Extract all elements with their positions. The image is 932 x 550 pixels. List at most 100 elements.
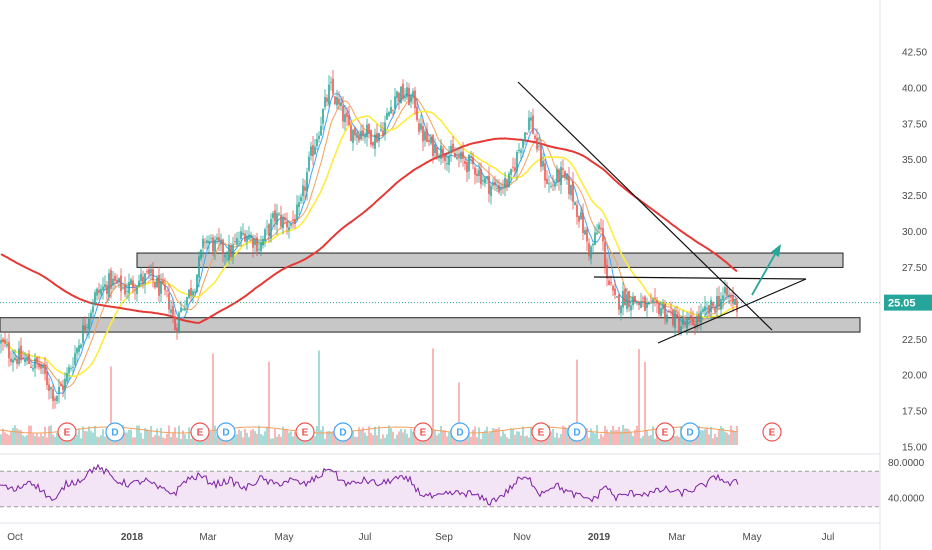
volume-bar <box>288 432 290 445</box>
ma-long-line <box>0 137 738 324</box>
triangle-bottom-line[interactable] <box>657 278 807 344</box>
candle-up <box>696 316 698 328</box>
volume-bar <box>88 426 90 445</box>
candle-up <box>56 395 58 402</box>
volume-bar <box>286 428 288 445</box>
earnings-marker[interactable]: E <box>413 422 433 442</box>
volume-bar <box>402 432 404 445</box>
volume-bar <box>236 434 238 445</box>
candle-up <box>178 312 180 333</box>
volume-bar <box>646 429 648 445</box>
dividend-icon <box>567 422 587 442</box>
volume-bar <box>280 436 282 445</box>
volume-bar <box>698 425 700 445</box>
candle-up <box>560 166 562 186</box>
dividend-marker[interactable]: D <box>450 422 470 442</box>
volume-bar <box>124 432 126 445</box>
candle-down <box>132 280 134 289</box>
volume-bar <box>164 438 166 445</box>
resistance-zone[interactable] <box>136 252 844 268</box>
dividend-marker[interactable]: D <box>105 422 125 442</box>
candle-up <box>200 249 202 259</box>
candle-down <box>22 357 24 360</box>
candle-up <box>386 113 388 120</box>
earnings-marker[interactable]: E <box>762 422 782 442</box>
candle-down <box>362 130 364 136</box>
candle-up <box>616 296 618 298</box>
candle-down <box>568 176 570 195</box>
candle-up <box>160 280 162 294</box>
volume-bar <box>382 434 384 445</box>
dividend-icon <box>680 422 700 442</box>
volume-bar <box>212 353 214 445</box>
volume-bar <box>94 425 96 445</box>
dividend-marker[interactable]: D <box>567 422 587 442</box>
volume-bar <box>150 426 152 445</box>
earnings-marker[interactable]: E <box>57 422 77 442</box>
candle-up <box>630 305 632 311</box>
candle-down <box>348 115 350 126</box>
dividend-icon <box>216 422 236 442</box>
volume-bar <box>730 425 732 445</box>
candle-down <box>4 339 6 344</box>
dividend-marker[interactable]: D <box>216 422 236 442</box>
candle-up <box>246 236 248 242</box>
candle-up <box>236 238 238 245</box>
volume-bar <box>638 349 640 445</box>
candle-up <box>626 294 628 309</box>
volume-bar <box>216 435 218 445</box>
downtrend-line[interactable] <box>517 81 773 331</box>
candle-down <box>498 184 500 193</box>
volume-bar <box>412 431 414 445</box>
volume-bar <box>250 430 252 445</box>
candle-down <box>20 345 22 361</box>
date-tick-label: Sep <box>435 532 453 543</box>
candle-up <box>310 146 312 156</box>
volume-bar <box>446 436 448 445</box>
candle-down <box>442 148 444 158</box>
candle-down <box>432 135 434 157</box>
volume-bar <box>414 431 416 445</box>
candle-up <box>214 239 216 252</box>
candle-up <box>130 279 132 284</box>
breakout-arrow-icon <box>771 244 781 257</box>
triangle-top-line[interactable] <box>593 276 807 280</box>
candle-up <box>724 287 726 294</box>
candle-down <box>656 300 658 304</box>
earnings-marker[interactable]: E <box>295 422 315 442</box>
candle-up <box>550 185 552 187</box>
volume-bar <box>214 425 216 445</box>
candle-up <box>90 312 92 318</box>
volume-bar <box>372 435 374 445</box>
volume-bar <box>552 428 554 445</box>
candle-down <box>106 284 108 294</box>
earnings-marker[interactable]: E <box>190 422 210 442</box>
candle-up <box>446 163 448 165</box>
volume-bar <box>210 431 212 445</box>
support-zone[interactable] <box>0 317 861 333</box>
volume-bar <box>714 434 716 445</box>
candle-up <box>270 218 272 239</box>
volume-bar <box>264 431 266 445</box>
candle-down <box>714 306 716 312</box>
candle-up <box>82 325 84 343</box>
candle-up <box>64 378 66 391</box>
candle-up <box>666 314 668 322</box>
candle-up <box>26 357 28 361</box>
earnings-marker[interactable]: E <box>655 422 675 442</box>
candle-up <box>438 157 440 159</box>
date-tick-label: Jul <box>359 532 372 543</box>
volume-bar <box>318 350 320 445</box>
candle-up <box>394 96 396 109</box>
candle-up <box>660 308 662 316</box>
candle-up <box>556 169 558 182</box>
earnings-marker[interactable]: E <box>531 422 551 442</box>
candle-down <box>692 317 694 326</box>
candle-up <box>682 318 684 325</box>
volume-bar <box>448 432 450 445</box>
volume-bar <box>590 428 592 445</box>
dividend-marker[interactable]: D <box>333 422 353 442</box>
dividend-marker[interactable]: D <box>680 422 700 442</box>
candle-up <box>496 188 498 189</box>
